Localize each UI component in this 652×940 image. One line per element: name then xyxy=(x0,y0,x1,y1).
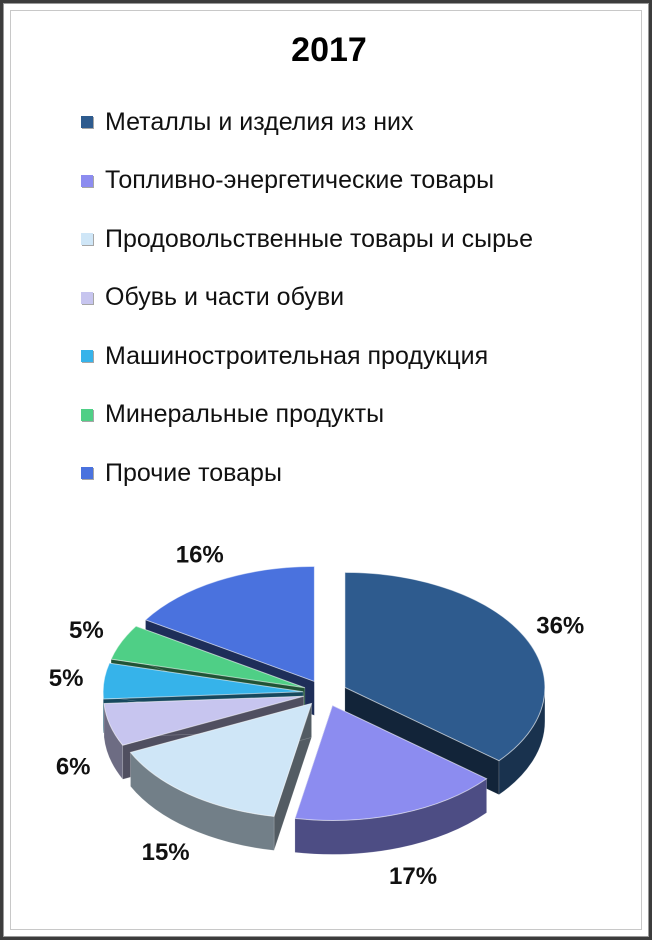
legend-swatch xyxy=(81,116,93,129)
chart-legend: Металлы и изделия из них Топливно-энерге… xyxy=(81,93,533,503)
pie-slice-top xyxy=(102,662,304,700)
legend-label: Топливно-энергетические товары xyxy=(105,166,495,195)
pie-slice xyxy=(129,702,313,851)
pie-slice-top xyxy=(110,625,305,689)
legend-swatch xyxy=(81,174,93,187)
pie-slice-top xyxy=(144,565,315,683)
legend-swatch xyxy=(81,291,93,304)
legend-item-fuel-energy: Топливно-энергетические товары xyxy=(81,152,533,211)
legend-label: Прочие товары xyxy=(105,458,282,487)
pie-slice-top xyxy=(294,704,488,821)
legend-label: Обувь и части обуви xyxy=(105,283,345,312)
legend-label: Металлы и изделия из них xyxy=(105,107,414,136)
legend-label: Машиностроительная продукция xyxy=(105,341,489,370)
pie-data-label: 15% xyxy=(142,839,190,866)
pie-slice-top xyxy=(103,695,304,746)
legend-item-machinery: Машиностроительная продукция xyxy=(81,327,533,386)
pie-data-label: 5% xyxy=(69,617,104,644)
pie-chart: 36% 17% 15% 6% 5% 5% 16% xyxy=(49,541,584,890)
pie-data-label: 6% xyxy=(56,753,91,780)
pie-slice xyxy=(294,704,488,855)
legend-item-other: Прочие товары xyxy=(81,444,533,503)
pie-data-label: 36% xyxy=(536,613,584,640)
chart-title: 2017 xyxy=(291,31,367,69)
pie-data-label: 5% xyxy=(49,665,84,692)
legend-swatch xyxy=(81,467,93,480)
legend-label: Продовольственные товары и сырье xyxy=(105,224,533,253)
legend-item-metals: Металлы и изделия из них xyxy=(81,93,533,152)
legend-item-minerals: Минеральные продукты xyxy=(81,386,533,445)
pie-slice-top xyxy=(344,571,546,762)
legend-label: Минеральные продукты xyxy=(105,400,385,429)
pie-slice-top xyxy=(129,702,313,817)
legend-item-footwear: Обувь и части обуви xyxy=(81,269,533,328)
pie-data-label: 17% xyxy=(389,863,437,890)
pie-data-label: 16% xyxy=(176,541,224,568)
legend-item-food: Продовольственные товары и сырье xyxy=(81,210,533,269)
legend-swatch xyxy=(81,408,93,421)
legend-swatch xyxy=(81,350,93,363)
legend-swatch xyxy=(81,233,93,246)
